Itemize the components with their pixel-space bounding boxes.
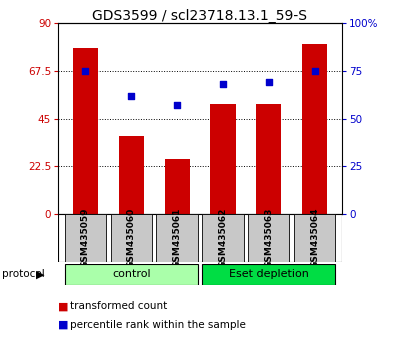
Text: GSM435063: GSM435063: [264, 208, 273, 268]
Text: protocol: protocol: [2, 269, 45, 279]
FancyBboxPatch shape: [111, 214, 152, 262]
Text: ■: ■: [58, 320, 68, 330]
Bar: [210, 104, 236, 214]
Text: percentile rank within the sample: percentile rank within the sample: [70, 320, 246, 330]
Text: GSM435059: GSM435059: [81, 208, 90, 268]
FancyBboxPatch shape: [294, 214, 335, 262]
Text: GSM435062: GSM435062: [218, 208, 228, 268]
Point: [174, 102, 180, 108]
Bar: [73, 48, 98, 214]
FancyBboxPatch shape: [202, 214, 244, 262]
Bar: [119, 136, 144, 214]
Point: [220, 81, 226, 87]
Bar: [164, 159, 190, 214]
Text: GSM435064: GSM435064: [310, 208, 319, 268]
Text: ■: ■: [58, 301, 68, 311]
FancyBboxPatch shape: [58, 214, 342, 262]
Bar: [302, 44, 327, 214]
Text: transformed count: transformed count: [70, 301, 167, 311]
Text: control: control: [112, 269, 151, 279]
Text: Eset depletion: Eset depletion: [229, 269, 309, 279]
Text: GSM435061: GSM435061: [172, 208, 182, 268]
FancyBboxPatch shape: [65, 214, 106, 262]
FancyBboxPatch shape: [156, 214, 198, 262]
FancyBboxPatch shape: [65, 264, 198, 285]
FancyBboxPatch shape: [248, 214, 289, 262]
FancyBboxPatch shape: [202, 264, 335, 285]
Point: [266, 79, 272, 85]
Text: ▶: ▶: [36, 269, 44, 279]
Text: GDS3599 / scl23718.13.1_59-S: GDS3599 / scl23718.13.1_59-S: [92, 9, 308, 23]
Bar: [256, 104, 281, 214]
Point: [311, 68, 318, 74]
Text: GSM435060: GSM435060: [127, 208, 136, 268]
Point: [128, 93, 134, 98]
Point: [82, 68, 89, 74]
